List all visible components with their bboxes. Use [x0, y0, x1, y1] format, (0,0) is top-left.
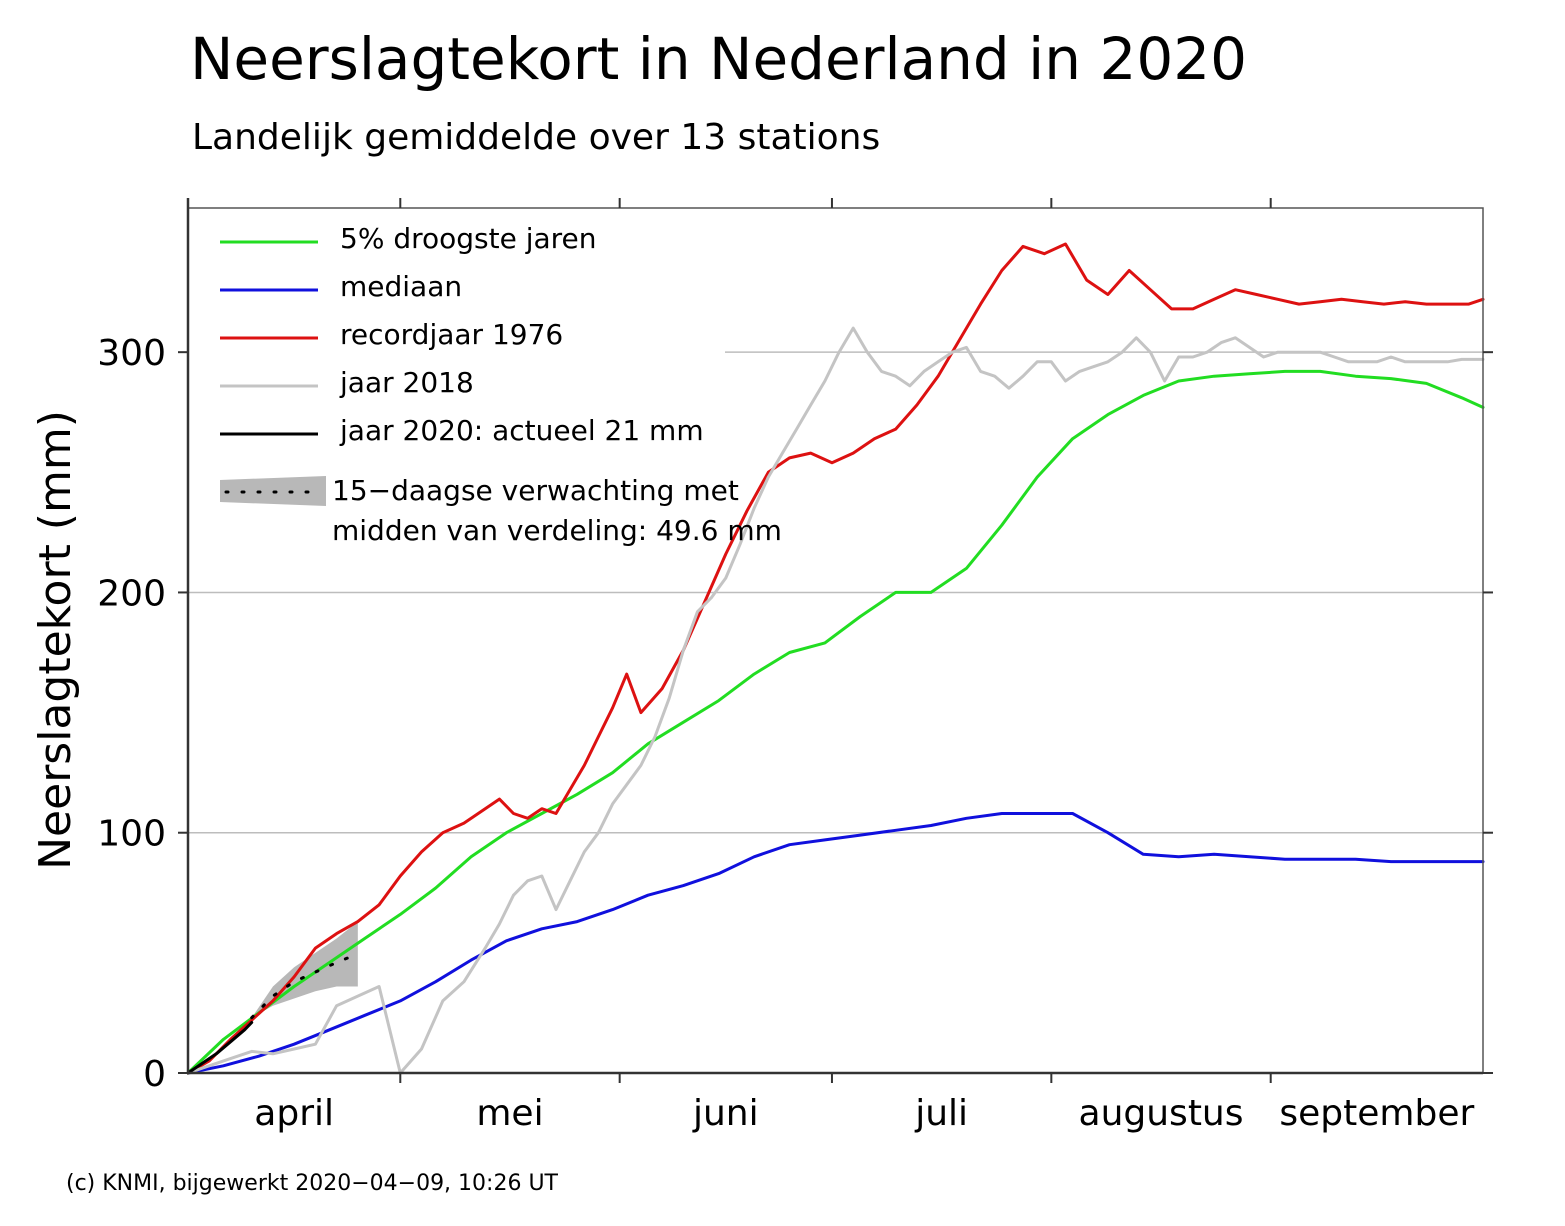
- legend-label: jaar 2020: actueel 21 mm: [339, 414, 704, 447]
- y-tick-label: 200: [97, 573, 166, 614]
- series-line-2: [186, 242, 1485, 1075]
- x-tick-label: juni: [692, 1093, 759, 1134]
- series-lines: [186, 242, 1485, 1075]
- series-line-0: [186, 369, 1485, 1075]
- x-tick-label: mei: [476, 1093, 543, 1134]
- y-tick-label: 100: [97, 814, 166, 855]
- x-tick-label: juli: [914, 1093, 968, 1134]
- legend-label: 15−daagse verwachting met: [332, 474, 739, 507]
- y-axis-label: Neerslagtekort (mm): [30, 410, 81, 870]
- chart-title: Neerslagtekort in Nederland in 2020: [190, 25, 1248, 93]
- axes: 0 100 200 300 april mei juni juli augustus septem…: [97, 198, 1493, 1134]
- y-tick-label: 0: [143, 1054, 166, 1095]
- legend-label: recordjaar 1976: [340, 318, 563, 351]
- grid-lines: [188, 351, 1483, 834]
- series-line-3: [186, 326, 1485, 1075]
- legend-label: mediaan: [340, 270, 462, 303]
- legend: 5% droogste jaren mediaan recordjaar 1976 j…: [220, 222, 782, 547]
- legend-label: jaar 2018: [339, 366, 474, 399]
- credit-line: (c) KNMI, bijgewerkt 2020−04−09, 10:26 U…: [66, 1171, 558, 1196]
- y-tick-label: 300: [97, 333, 166, 374]
- x-tick-label: augustus: [1079, 1093, 1244, 1134]
- legend-label: 5% droogste jaren: [340, 222, 597, 255]
- legend-label-line2: midden van verdeling: 49.6 mm: [332, 514, 782, 547]
- x-tick-label: april: [254, 1093, 334, 1134]
- series-line-4: [186, 1021, 254, 1075]
- chart-subtitle: Landelijk gemiddelde over 13 stations: [192, 117, 881, 158]
- x-tick-label: september: [1279, 1093, 1474, 1134]
- series-line-1: [186, 812, 1485, 1075]
